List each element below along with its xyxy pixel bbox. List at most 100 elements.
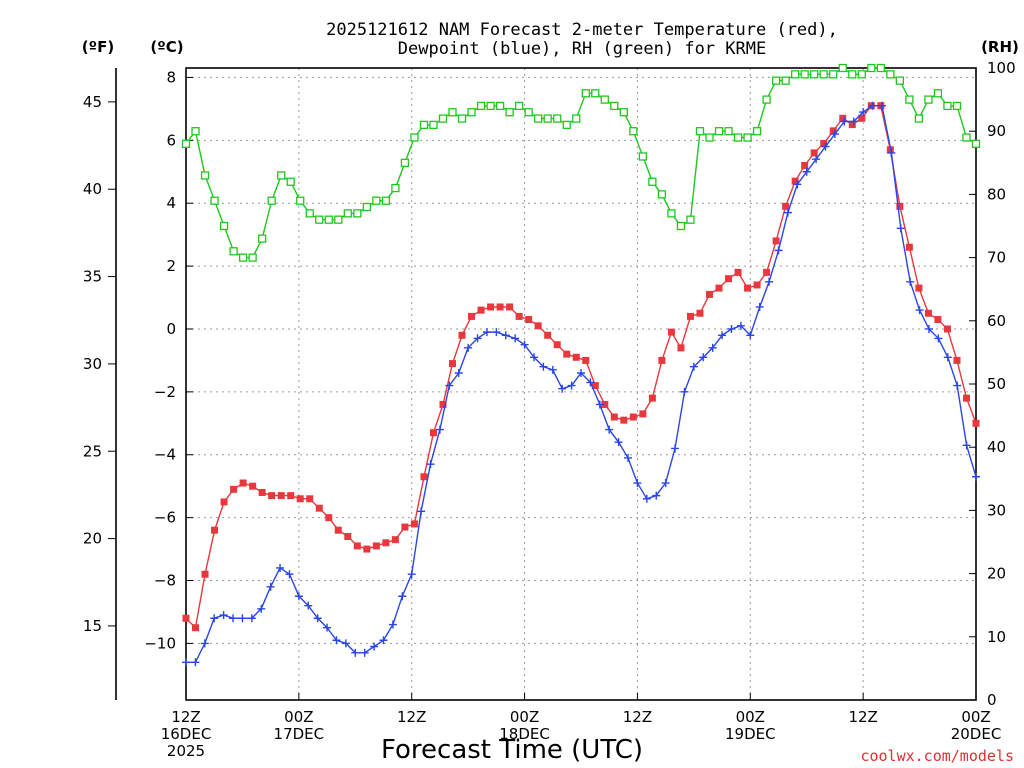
- celsius-tick-label: −10: [144, 634, 176, 652]
- dewpoint-point: [511, 334, 520, 343]
- rh-point: [429, 120, 438, 130]
- credit-label: coolwx.com/models: [860, 747, 1014, 765]
- rh-tick-label: 50: [987, 375, 1006, 393]
- temperature-point: [449, 360, 457, 368]
- fahrenheit-tick-label: 40: [83, 180, 102, 198]
- dewpoint-point: [924, 324, 933, 333]
- temperature-point: [610, 413, 618, 421]
- rh-point: [781, 76, 790, 85]
- dewpoint-point: [182, 658, 190, 667]
- dewpoint-point: [379, 636, 388, 645]
- dewpoint-point: [276, 563, 285, 572]
- fahrenheit-tick-label: 20: [83, 530, 102, 548]
- temperature-point: [201, 570, 209, 578]
- temperature-point: [601, 400, 609, 408]
- temperature-point: [763, 268, 771, 276]
- fahrenheit-tick-label: 35: [83, 268, 102, 286]
- dewpoint-point: [586, 378, 595, 387]
- rh-point: [943, 101, 952, 111]
- fahrenheit-unit-label: (ºF): [82, 38, 114, 56]
- rh-point: [419, 120, 429, 130]
- x-tick-label: 12Z: [623, 708, 652, 726]
- temperature-point: [410, 520, 418, 528]
- temperature-point: [249, 482, 257, 490]
- dewpoint-point: [492, 328, 501, 337]
- chart-title-line1: 2025121612 NAM Forecast 2-meter Temperat…: [326, 20, 838, 40]
- rh-point: [562, 120, 571, 130]
- temperature-point: [744, 284, 752, 292]
- rh-point: [648, 177, 657, 186]
- rh-point: [838, 63, 847, 73]
- series-rh: [181, 63, 981, 262]
- dewpoint-point: [849, 117, 858, 126]
- celsius-unit-label: (ºC): [150, 38, 183, 56]
- rh-point: [876, 63, 885, 73]
- dewpoint-point: [727, 324, 736, 333]
- rh-point: [952, 101, 962, 111]
- dewpoint-point: [783, 208, 792, 217]
- dewpoint-point: [247, 614, 256, 623]
- dewpoint-point: [398, 592, 407, 601]
- dewpoint-point: [830, 130, 839, 139]
- temperature-point: [258, 488, 266, 496]
- temperature-point: [715, 284, 723, 292]
- rh-point: [800, 70, 809, 79]
- dewpoint-point: [558, 384, 567, 393]
- rh-tick-label: 70: [987, 249, 1006, 267]
- temperature-point: [239, 479, 247, 487]
- rh-point: [229, 247, 238, 256]
- rh-point: [448, 108, 457, 117]
- rh-point: [238, 253, 248, 262]
- celsius-tick-label: 4: [166, 194, 176, 212]
- rh-tick-label: 10: [987, 628, 1006, 646]
- x-tick-label: 20DEC: [951, 725, 1002, 743]
- rh-point: [619, 108, 628, 117]
- temperature-point: [667, 328, 675, 336]
- temperature-point: [344, 532, 352, 540]
- dewpoint-point: [652, 491, 661, 500]
- dewpoint-point: [595, 400, 604, 409]
- rh-point: [315, 215, 324, 224]
- dewpoint-point: [370, 642, 379, 651]
- rh-point: [895, 76, 905, 85]
- temperature-point: [211, 526, 219, 534]
- rh-point: [638, 152, 648, 161]
- dewpoint-point: [285, 570, 294, 579]
- rh-point: [657, 190, 667, 199]
- rh-point: [457, 114, 467, 123]
- dewpoint-point: [972, 472, 980, 481]
- temperature-point: [572, 353, 580, 361]
- dewpoint-point: [624, 453, 633, 462]
- rh-point: [343, 209, 352, 218]
- dewpoint-point: [341, 639, 350, 648]
- dewpoint-point: [793, 180, 802, 189]
- temperature-point: [325, 514, 333, 522]
- dewpoint-point: [238, 614, 247, 623]
- rh-point: [219, 221, 229, 231]
- temperature-point: [515, 312, 523, 320]
- dewpoint-point: [915, 306, 924, 315]
- dewpoint-point: [388, 620, 397, 629]
- rh-point: [591, 89, 600, 98]
- temperature-point: [934, 316, 942, 324]
- dewpoint-point: [304, 601, 313, 610]
- rh-tick-label: 0: [987, 691, 997, 709]
- temperature-point: [915, 284, 923, 292]
- temperature-point: [782, 202, 790, 210]
- temperature-point: [848, 121, 856, 129]
- x-tick-label: 12Z: [397, 708, 426, 726]
- rh-unit-label: (RH): [981, 38, 1019, 56]
- rh-point: [733, 133, 743, 142]
- rh-point: [610, 101, 619, 111]
- rh-tick-label: 100: [987, 59, 1016, 77]
- rh-point: [810, 70, 819, 79]
- rh-point: [353, 209, 362, 218]
- dewpoint-point: [671, 444, 680, 453]
- temperature-point: [953, 356, 961, 364]
- dewpoint-point: [765, 277, 774, 286]
- dewpoint-point: [200, 639, 209, 648]
- x-tick-label: 00Z: [284, 708, 313, 726]
- temperature-point: [591, 382, 599, 390]
- rh-point: [391, 183, 400, 193]
- temperature-point: [544, 331, 552, 339]
